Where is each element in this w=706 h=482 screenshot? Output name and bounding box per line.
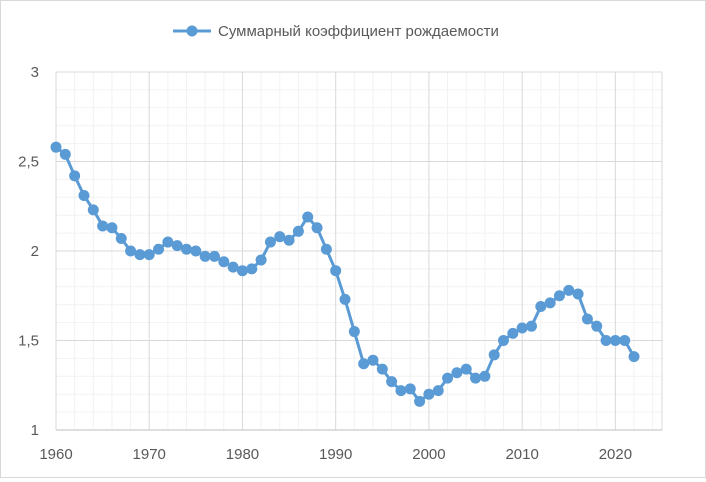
data-point bbox=[190, 245, 202, 257]
data-point bbox=[87, 204, 99, 216]
data-point bbox=[320, 243, 332, 255]
data-point bbox=[236, 265, 248, 277]
data-point bbox=[404, 383, 416, 395]
series-line bbox=[55, 146, 636, 403]
data-point bbox=[498, 335, 510, 346]
data-point bbox=[292, 225, 304, 237]
data-point bbox=[227, 261, 239, 273]
legend-dot-marker bbox=[186, 25, 198, 37]
data-point bbox=[479, 370, 491, 382]
data-point bbox=[330, 265, 342, 277]
data-point bbox=[218, 256, 230, 268]
x-tick-label: 1990 bbox=[319, 446, 352, 463]
x-tick-label: 2020 bbox=[599, 446, 632, 463]
data-point bbox=[395, 385, 407, 397]
data-point bbox=[171, 240, 183, 252]
data-point bbox=[619, 335, 631, 346]
data-point bbox=[367, 354, 379, 366]
data-point bbox=[125, 245, 137, 257]
data-point bbox=[69, 170, 81, 182]
data-point bbox=[50, 141, 62, 153]
x-tick-label: 1980 bbox=[226, 446, 259, 463]
data-point bbox=[97, 220, 109, 232]
y-tick-label: 1,5 bbox=[18, 333, 39, 350]
data-point bbox=[563, 284, 575, 296]
data-point bbox=[460, 363, 472, 375]
y-tick-label: 1 bbox=[31, 422, 39, 439]
data-point bbox=[451, 367, 463, 379]
data-point bbox=[414, 395, 426, 407]
data-point bbox=[246, 263, 258, 275]
data-point bbox=[339, 293, 351, 305]
data-point bbox=[59, 148, 71, 160]
major-gridlines bbox=[56, 71, 663, 430]
x-tick-label: 2000 bbox=[412, 446, 445, 463]
data-point bbox=[78, 190, 90, 202]
data-point bbox=[470, 372, 482, 384]
data-point bbox=[386, 376, 398, 388]
data-point bbox=[283, 234, 295, 246]
data-point bbox=[535, 300, 547, 312]
data-point bbox=[153, 243, 165, 255]
series-layer bbox=[50, 141, 640, 407]
tick-labels: 1 1,5 2 2,5 3 1960 1970 1980 1990 2000 2010 2020 bbox=[18, 64, 632, 463]
data-point bbox=[264, 236, 276, 248]
data-point bbox=[162, 236, 174, 248]
data-point bbox=[134, 249, 146, 261]
data-point bbox=[488, 349, 500, 361]
data-point bbox=[274, 231, 286, 243]
legend: Суммарный коэффициент рождаемости bbox=[173, 23, 499, 40]
x-tick-label: 2010 bbox=[505, 446, 538, 463]
data-point bbox=[143, 249, 155, 261]
data-point bbox=[581, 313, 593, 325]
data-point bbox=[591, 320, 603, 332]
data-point bbox=[376, 363, 388, 375]
data-point bbox=[553, 290, 565, 302]
data-point bbox=[600, 335, 612, 346]
legend-label: Суммарный коэффициент рождаемости bbox=[218, 23, 499, 40]
data-point bbox=[628, 351, 640, 363]
data-point bbox=[516, 322, 528, 334]
data-point bbox=[255, 254, 267, 266]
data-point bbox=[507, 327, 519, 339]
data-point bbox=[609, 335, 621, 346]
y-tick-label: 2,5 bbox=[18, 154, 39, 171]
data-point bbox=[358, 358, 370, 370]
data-point bbox=[348, 326, 360, 338]
data-point bbox=[525, 320, 537, 332]
data-point bbox=[208, 250, 220, 262]
data-point bbox=[572, 288, 584, 300]
x-tick-label: 1970 bbox=[133, 446, 166, 463]
data-point bbox=[423, 388, 435, 400]
y-tick-label: 2 bbox=[31, 243, 39, 260]
data-point bbox=[181, 243, 193, 255]
data-point bbox=[106, 222, 118, 234]
data-point bbox=[199, 250, 211, 262]
data-point bbox=[544, 297, 556, 309]
y-tick-label: 3 bbox=[31, 64, 39, 81]
x-tick-label: 1960 bbox=[39, 446, 72, 463]
data-point bbox=[115, 232, 127, 244]
data-point bbox=[302, 211, 314, 223]
data-point bbox=[311, 222, 323, 234]
data-point bbox=[432, 385, 444, 397]
axes bbox=[55, 72, 662, 431]
data-point bbox=[442, 372, 454, 384]
